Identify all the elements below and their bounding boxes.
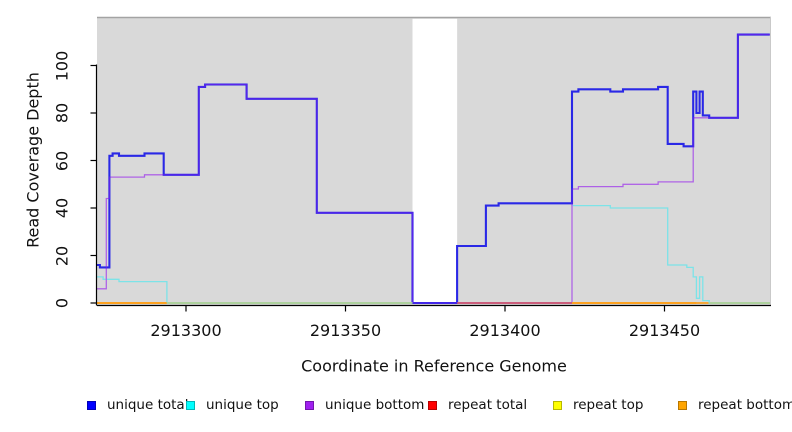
legend-swatch-unique-bottom-icon: [305, 400, 314, 410]
legend-item-unique-bottom: unique bottom: [305, 396, 424, 414]
legend: unique total unique top unique bottom re…: [0, 396, 792, 424]
no-data-region: [412, 18, 458, 304]
legend-item-repeat-total: repeat total: [428, 396, 527, 414]
series-unique-top: [96, 202, 770, 304]
legend-label: repeat total: [448, 397, 528, 413]
legend-label: repeat top: [573, 397, 644, 413]
legend-swatch-unique-total-icon: [87, 400, 96, 410]
legend-swatch-repeat-bottom-icon: [678, 400, 687, 410]
legend-item-repeat-top: repeat top: [553, 396, 643, 414]
legend-label: unique total: [107, 397, 189, 413]
legend-item-unique-top: unique top: [186, 396, 279, 414]
legend-item-repeat-bottom: repeat bottom: [678, 396, 792, 414]
legend-label: unique bottom: [325, 397, 425, 413]
legend-label: unique top: [206, 397, 279, 413]
legend-label: repeat bottom: [698, 397, 792, 413]
series-unique-total: [96, 33, 770, 305]
legend-swatch-repeat-top-icon: [553, 400, 562, 410]
legend-swatch-unique-top-icon: [186, 400, 195, 410]
legend-swatch-repeat-total-icon: [428, 400, 437, 410]
legend-item-unique-total: unique total: [87, 396, 188, 414]
series-unique-bottom: [96, 34, 770, 304]
